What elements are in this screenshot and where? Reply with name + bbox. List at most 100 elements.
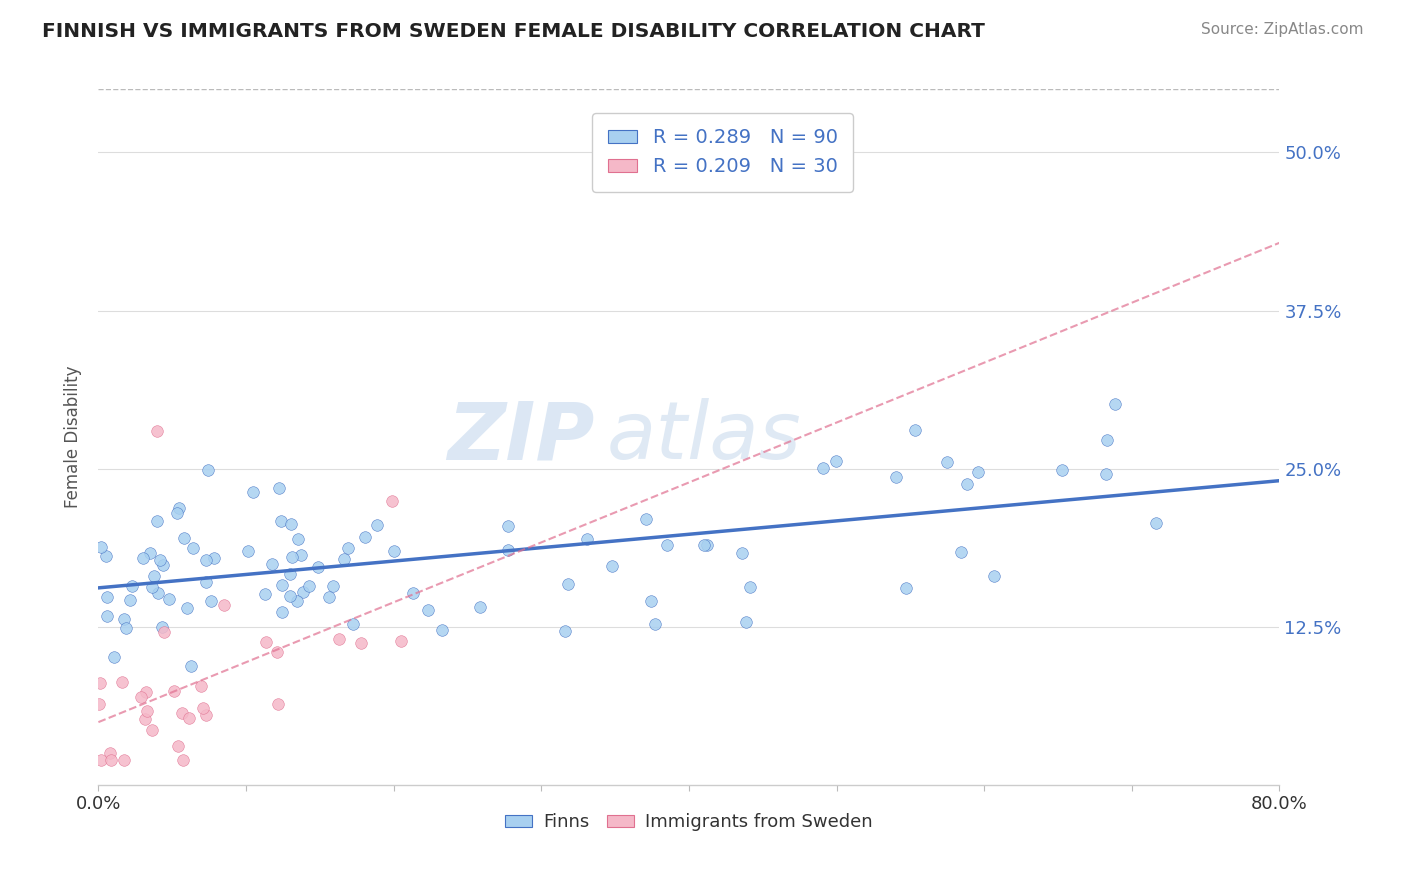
- Point: [644, 617, 666, 632]
- Text: atlas: atlas: [606, 398, 801, 476]
- Point: [112, 753, 135, 767]
- Point: [135, 685, 157, 699]
- Point: [983, 569, 1005, 583]
- Point: [202, 551, 225, 566]
- Point: [381, 494, 404, 508]
- Point: [693, 538, 716, 552]
- Point: [280, 517, 302, 532]
- Point: [157, 591, 180, 606]
- Point: [634, 512, 657, 526]
- Point: [111, 675, 134, 690]
- Point: [382, 544, 405, 558]
- Point: [197, 463, 219, 477]
- Point: [328, 632, 350, 646]
- Point: [576, 532, 599, 546]
- Point: [103, 649, 125, 664]
- Point: [90, 753, 112, 767]
- Point: [967, 466, 990, 480]
- Point: [287, 533, 309, 547]
- Point: [153, 624, 176, 639]
- Point: [267, 698, 290, 712]
- Point: [602, 558, 624, 573]
- Point: [267, 481, 290, 495]
- Point: [333, 552, 356, 566]
- Point: [142, 569, 165, 583]
- Point: [281, 549, 304, 564]
- Point: [350, 635, 373, 649]
- Point: [179, 711, 201, 725]
- Point: [884, 470, 907, 484]
- Point: [271, 605, 294, 619]
- Point: [120, 593, 142, 607]
- Point: [336, 541, 359, 555]
- Point: [150, 620, 173, 634]
- Legend: Finns, Immigrants from Sweden: Finns, Immigrants from Sweden: [498, 806, 880, 838]
- Point: [194, 575, 217, 590]
- Point: [278, 567, 301, 582]
- Point: [813, 461, 835, 475]
- Point: [956, 477, 979, 491]
- Point: [98, 747, 121, 761]
- Point: [114, 621, 136, 635]
- Point: [1097, 434, 1119, 448]
- Point: [696, 538, 718, 552]
- Point: [89, 675, 111, 690]
- Point: [141, 723, 163, 737]
- Point: [640, 594, 662, 608]
- Point: [1095, 467, 1118, 482]
- Point: [738, 580, 761, 594]
- Point: [176, 601, 198, 615]
- Point: [416, 602, 439, 616]
- Point: [139, 545, 162, 559]
- Point: [430, 624, 453, 638]
- Point: [554, 624, 576, 639]
- Point: [904, 423, 927, 437]
- Point: [262, 557, 284, 571]
- Text: FINNISH VS IMMIGRANTS FROM SWEDEN FEMALE DISABILITY CORRELATION CHART: FINNISH VS IMMIGRANTS FROM SWEDEN FEMALE…: [42, 22, 986, 41]
- Point: [298, 579, 321, 593]
- Point: [391, 634, 413, 648]
- Point: [87, 698, 110, 712]
- Point: [1144, 516, 1167, 530]
- Point: [242, 484, 264, 499]
- Point: [266, 645, 288, 659]
- Point: [190, 679, 212, 693]
- Point: [96, 549, 118, 563]
- Point: [149, 552, 172, 566]
- Point: [735, 615, 758, 629]
- Point: [112, 612, 135, 626]
- Point: [307, 560, 329, 574]
- Point: [285, 594, 308, 608]
- Point: [254, 634, 277, 648]
- Point: [950, 545, 973, 559]
- Point: [183, 541, 205, 555]
- Point: [254, 587, 277, 601]
- Point: [136, 705, 159, 719]
- Point: [470, 599, 492, 614]
- Point: [366, 518, 388, 533]
- Point: [96, 609, 118, 624]
- Point: [496, 542, 519, 557]
- Point: [195, 707, 218, 722]
- Point: [121, 579, 143, 593]
- Point: [134, 712, 156, 726]
- Point: [200, 594, 222, 608]
- Point: [1104, 396, 1126, 410]
- Point: [496, 519, 519, 533]
- Point: [1050, 463, 1073, 477]
- Point: [131, 690, 153, 704]
- Text: ZIP: ZIP: [447, 398, 595, 476]
- Point: [825, 454, 848, 468]
- Point: [96, 591, 118, 605]
- Point: [731, 546, 754, 560]
- Point: [180, 658, 202, 673]
- Point: [167, 500, 190, 515]
- Point: [172, 753, 194, 767]
- Point: [657, 537, 679, 551]
- Point: [146, 585, 169, 599]
- Point: [271, 578, 294, 592]
- Point: [173, 531, 195, 545]
- Point: [238, 544, 260, 558]
- Point: [342, 617, 364, 632]
- Point: [354, 530, 377, 544]
